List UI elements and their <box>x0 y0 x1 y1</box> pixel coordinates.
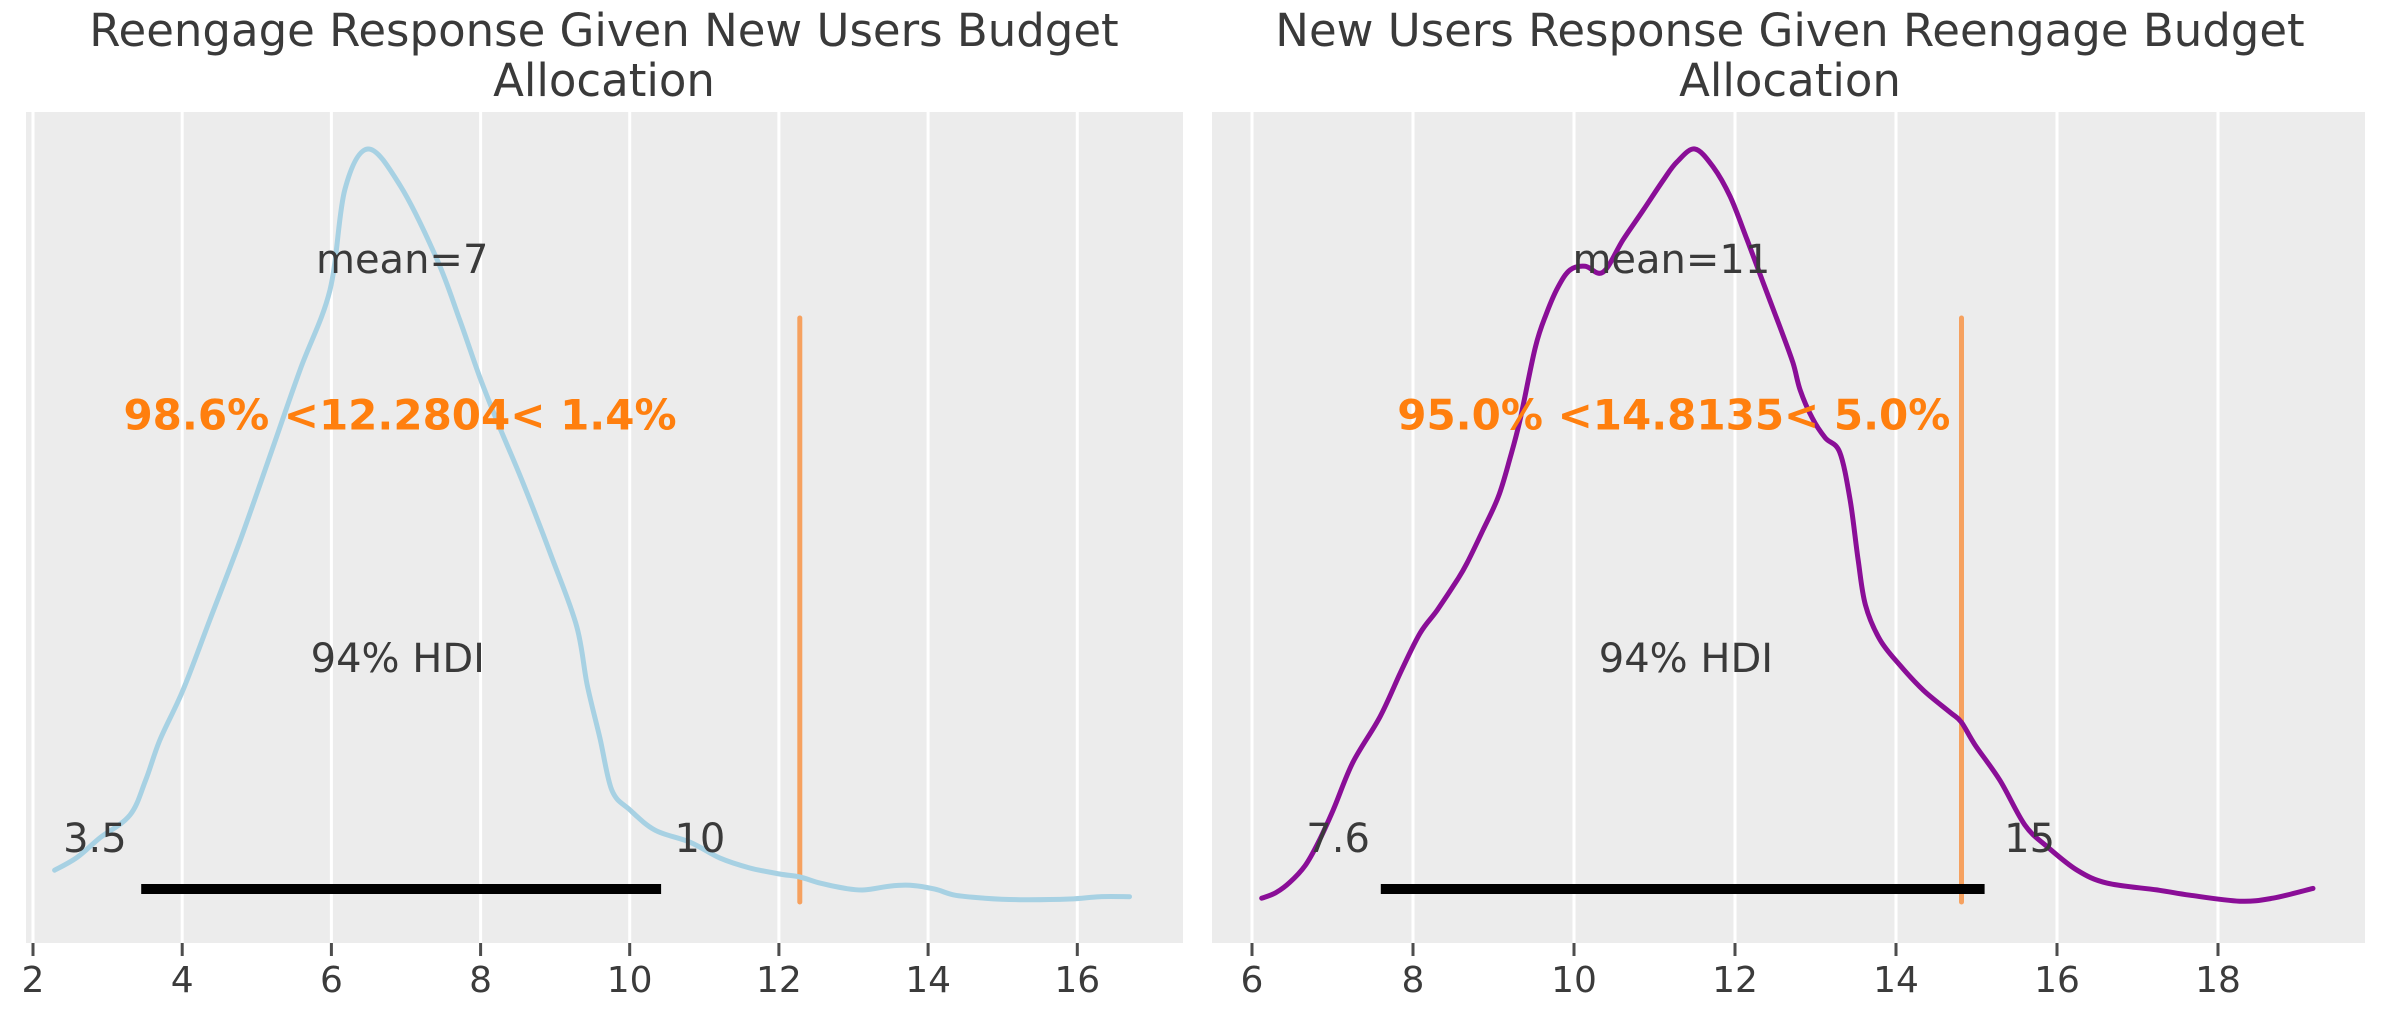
left-tick-label-x14: 14 <box>905 960 951 1001</box>
left-hdi-label: 94% HDI <box>311 636 485 682</box>
right-posterior-panel: 6 8 10 12 14 16 18 mean=11 95.0% <14.8135< 5.0% 9… <box>1212 112 2365 1001</box>
right-tick-label-x14: 14 <box>1873 960 1919 1001</box>
left-hdi-upper-label: 10 <box>674 816 725 862</box>
right-tick-label-x18: 18 <box>2195 960 2241 1001</box>
right-kde-curve <box>1259 146 2316 904</box>
right-hdi-lower-label: 7.6 <box>1306 816 1370 862</box>
right-tick-label-x12: 12 <box>1712 960 1758 1001</box>
right-tick-label-x8: 8 <box>1402 960 1425 1001</box>
right-tick-label-x16: 16 <box>2034 960 2080 1001</box>
left-plot-title: Reengage Response Given New Users Budget… <box>89 4 1119 108</box>
left-tick-label-x6: 6 <box>320 960 343 1001</box>
left-kde-curve <box>52 146 1132 903</box>
left-plot-area <box>26 112 1183 943</box>
left-tick-label-x2: 2 <box>22 960 45 1001</box>
right-hdi-label: 94% HDI <box>1599 636 1773 682</box>
right-tick-label-x10: 10 <box>1551 960 1597 1001</box>
left-tick-label-x12: 12 <box>756 960 802 1001</box>
left-tick-label-x8: 8 <box>469 960 492 1001</box>
left-hdi-lower-label: 3.5 <box>63 816 127 862</box>
left-tick-label-x16: 16 <box>1054 960 1100 1001</box>
right-hdi-upper-label: 15 <box>2004 816 2055 862</box>
left-ref-value-label: 98.6% <12.2804< 1.4% <box>123 391 676 440</box>
right-plot-area <box>1212 112 2365 943</box>
left-tick-label-x10: 10 <box>607 960 653 1001</box>
left-tick-label-x4: 4 <box>171 960 194 1001</box>
left-posterior-panel: 2 4 6 8 10 12 14 16 mean=7 98.6% <12.2804< 1.4% 94… <box>22 112 1183 1001</box>
right-mean-label: mean=11 <box>1572 237 1770 283</box>
left-mean-label: mean=7 <box>316 237 488 283</box>
right-tick-label-x6: 6 <box>1241 960 1264 1001</box>
right-plot-title: New Users Response Given Reengage Budget… <box>1275 4 2305 108</box>
right-ref-value-label: 95.0% <14.8135< 5.0% <box>1397 391 1950 440</box>
